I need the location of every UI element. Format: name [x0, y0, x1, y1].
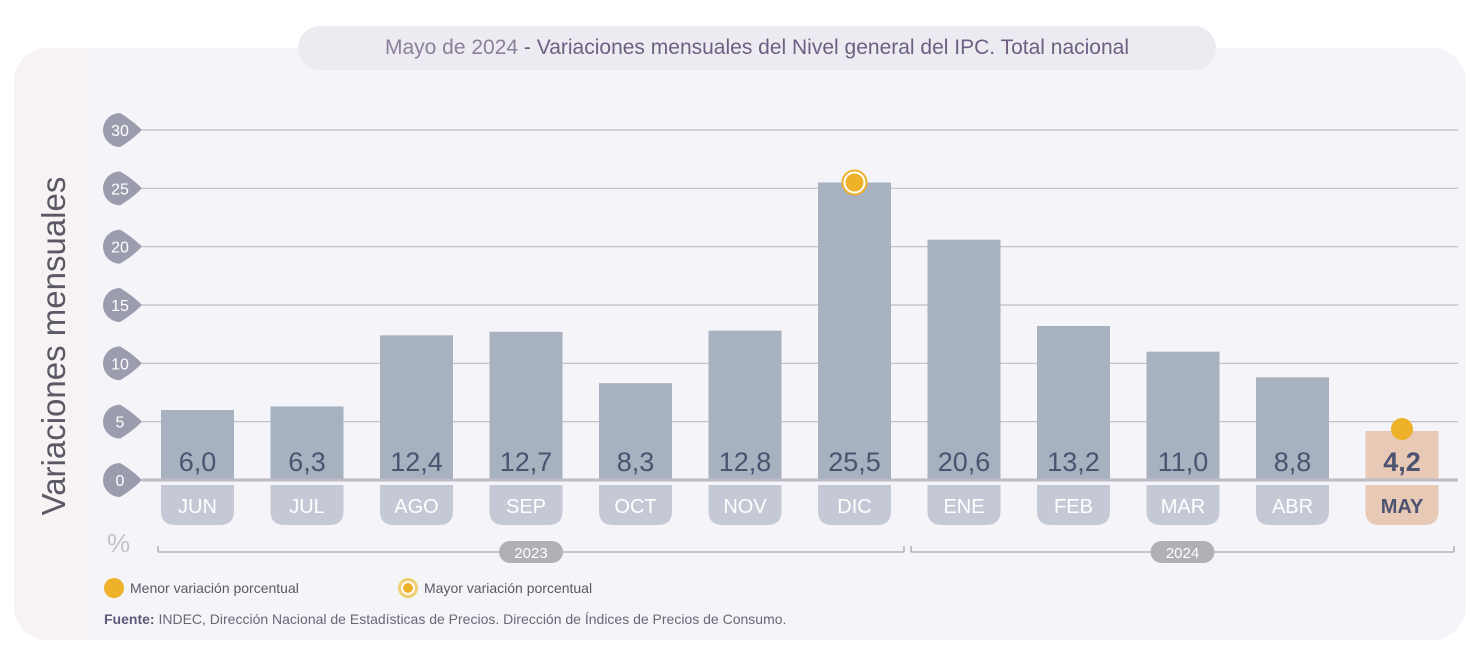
title-prefix: Mayo de 2024: [384, 36, 519, 59]
month-label: FEB: [1054, 496, 1093, 518]
y-tick-label: 25: [111, 181, 129, 198]
bar-nov: [708, 330, 782, 479]
bar-jul: [270, 406, 344, 479]
month-tab: [489, 485, 563, 525]
month-tab: [708, 485, 782, 525]
min-marker: [1391, 418, 1413, 440]
y-tick-bubble: [102, 113, 142, 147]
title-main: Variaciones mensuales del Nivel general …: [536, 36, 1129, 59]
max-marker-ring: [843, 171, 866, 194]
y-tick-label: 10: [111, 356, 129, 373]
ring-dot-icon: [398, 578, 418, 598]
month-label: ENE: [943, 496, 984, 518]
y-tick-label: 30: [111, 123, 129, 140]
filled-dot-icon: [104, 578, 124, 598]
bar-value-label: 20,6: [938, 447, 991, 477]
y-tick-label: 5: [116, 415, 125, 432]
month-label: JUN: [178, 496, 217, 518]
y-unit-label: %: [107, 528, 131, 558]
bar-sep: [489, 331, 563, 479]
bar-abr: [1256, 377, 1329, 479]
y-tick-label: 20: [111, 240, 129, 257]
bar-ene: [927, 239, 1001, 479]
chart-title: Mayo de 2024 - Variaciones mensuales del…: [298, 26, 1216, 70]
month-label: MAY: [1381, 496, 1424, 518]
month-tab: [270, 485, 344, 525]
bar-value-label: 12,4: [390, 447, 443, 477]
bar-value-label: 12,8: [719, 447, 772, 477]
bar-value-label: 8,3: [617, 447, 655, 477]
source-text: INDEC, Dirección Nacional de Estadística…: [154, 611, 787, 627]
y-tick-bubble: [103, 171, 142, 206]
month-label: SEP: [506, 496, 546, 518]
bar-feb: [1037, 326, 1110, 479]
year-pill: [1150, 541, 1215, 563]
bar-value-label: 6,0: [179, 447, 217, 477]
y-tick-bubble: [103, 346, 142, 381]
month-tab: [599, 485, 672, 525]
year-pill: [499, 541, 563, 563]
y-tick-bubble: [102, 229, 142, 264]
month-tab: [161, 485, 234, 525]
month-tab: [1037, 485, 1110, 525]
bar-dic: [818, 182, 891, 479]
y-axis-panel: [14, 48, 86, 640]
month-label: JUL: [289, 496, 325, 518]
bar-mar: [1146, 351, 1220, 479]
y-tick-label: 0: [116, 473, 125, 490]
month-tab: [380, 485, 453, 525]
bar-value-label: 4,2: [1383, 447, 1421, 477]
legend-label: Mayor variación porcentual: [424, 580, 593, 596]
y-tick-bubble: [103, 404, 142, 439]
bar-oct: [599, 383, 672, 479]
month-tab: [1365, 485, 1439, 525]
month-label: ABR: [1272, 496, 1313, 518]
y-tick-bubble: [103, 288, 142, 322]
source-label: Fuente:: [104, 611, 155, 627]
bar-ago: [380, 335, 453, 479]
month-label: AGO: [394, 496, 438, 518]
max-marker-inner: [846, 174, 863, 191]
month-label: DIC: [837, 496, 871, 518]
bar-value-label: 12,7: [500, 447, 553, 477]
bar-value-label: 8,8: [1274, 447, 1312, 477]
legend-item-mayor: Mayor variación porcentual: [398, 578, 592, 598]
month-label: MAR: [1161, 496, 1205, 518]
year-label: 2023: [514, 545, 547, 562]
month-tab: [927, 485, 1001, 525]
legend-item-menor: Menor variación porcentual: [104, 578, 299, 598]
y-tick-label: 15: [111, 298, 129, 315]
month-tab: [1146, 485, 1220, 525]
source-note: Fuente: INDEC, Dirección Nacional de Est…: [104, 611, 786, 627]
y-tick-bubble: [103, 463, 142, 497]
bar-value-label: 11,0: [1158, 447, 1209, 477]
month-tab: [1256, 485, 1329, 525]
year-label: 2024: [1166, 545, 1199, 562]
month-label: OCT: [614, 496, 656, 518]
bar-value-label: 25,5: [828, 447, 881, 477]
title-separator: -: [518, 36, 537, 59]
legend-label: Menor variación porcentual: [130, 580, 299, 596]
bar-value-label: 6,3: [288, 447, 326, 477]
month-label: NOV: [723, 496, 767, 518]
bar-value-label: 13,2: [1047, 447, 1100, 477]
month-tab: [818, 485, 891, 525]
bar-jun: [161, 410, 234, 479]
